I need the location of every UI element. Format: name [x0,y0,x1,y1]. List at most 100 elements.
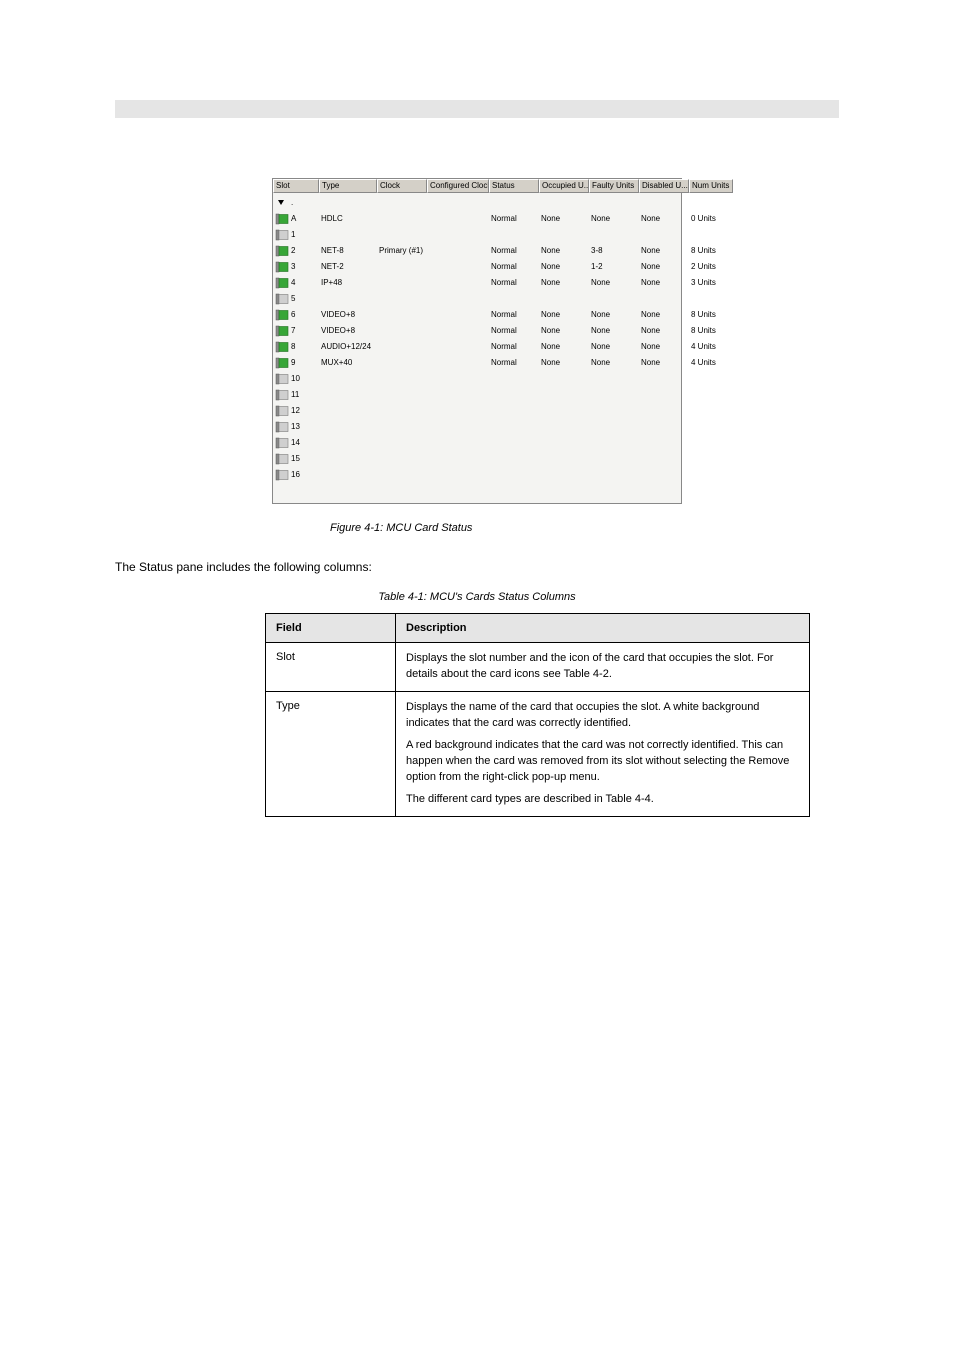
slot-number: 15 [291,451,300,467]
desc-paragraph: Displays the name of the card that occup… [406,700,799,732]
slot-cell: 15 [273,451,319,467]
table-row[interactable]: 7VIDEO+8NormalNoneNoneNone8 Units [273,323,681,339]
slot-number: 10 [291,371,300,387]
desc-row: SlotDisplays the slot number and the ico… [266,643,810,692]
slot-number: . [291,195,293,211]
figure-caption: Figure 4-1: MCU Card Status [115,522,839,534]
status-cell: Normal [489,355,539,371]
dis-cell: None [639,243,689,259]
column-header[interactable]: Type [319,179,377,193]
type-cell: VIDEO+8 [319,307,377,323]
slot-number: 7 [291,323,295,339]
card-active-icon [275,245,289,257]
card-active-icon [275,213,289,225]
desc-row: Type Displays the name of the card that o… [266,692,810,817]
column-header[interactable]: Configured Clock [427,179,489,193]
table-row[interactable]: . [273,195,681,211]
num-units-cell: 3 Units [689,275,733,291]
desc-paragraph: A red background indicates that the card… [406,738,799,786]
type-cell: MUX+40 [319,355,377,371]
slot-cell: 6 [273,307,319,323]
table-row[interactable]: 11 [273,387,681,403]
slot-cell: 13 [273,419,319,435]
status-cell: Normal [489,243,539,259]
slot-cell: 12 [273,403,319,419]
table-row[interactable]: 16 [273,467,681,483]
occ-cell: None [539,323,589,339]
column-header[interactable]: Faulty Units [589,179,639,193]
slot-cell: 1 [273,227,319,243]
slot-cell: 11 [273,387,319,403]
status-cell: Normal [489,323,539,339]
dis-cell: None [639,275,689,291]
table-row[interactable]: 14 [273,435,681,451]
slot-cell: 9 [273,355,319,371]
slot-number: 4 [291,275,295,291]
table-row[interactable]: 13 [273,419,681,435]
dis-cell: None [639,307,689,323]
table-row[interactable]: 10 [273,371,681,387]
table-row[interactable]: 1 [273,227,681,243]
table-row[interactable]: 15 [273,451,681,467]
column-header[interactable]: Status [489,179,539,193]
slot-number: 5 [291,291,295,307]
status-cell: Normal [489,275,539,291]
table-row[interactable]: 3NET-2NormalNone1-2None2 Units [273,259,681,275]
table-row[interactable]: 5 [273,291,681,307]
slot-number: A [291,211,296,227]
card-active-icon [275,357,289,369]
occ-cell: None [539,339,589,355]
column-header[interactable]: Disabled U... [639,179,689,193]
dis-cell: None [639,259,689,275]
status-cell: Normal [489,211,539,227]
field-name-cell: Type [266,692,396,817]
table-row[interactable]: 6VIDEO+8NormalNoneNoneNone8 Units [273,307,681,323]
column-header[interactable]: Occupied U... [539,179,589,193]
slot-number: 2 [291,243,295,259]
slot-cell: 7 [273,323,319,339]
figure-block: SlotTypeClockConfigured ClockStatusOccup… [272,178,682,504]
faulty-cell: 3-8 [589,243,639,259]
card-empty-icon [275,469,289,481]
field-desc-cell: Displays the slot number and the icon of… [396,643,810,692]
slot-cell: A [273,211,319,227]
col-head-description: Description [396,614,810,643]
card-active-icon [275,277,289,289]
field-name-cell: Slot [266,643,396,692]
description-table: Field Description SlotDisplays the slot … [265,613,810,817]
column-header[interactable]: Slot [273,179,319,193]
field-desc-cell: Displays the name of the card that occup… [396,692,810,817]
type-cell: HDLC [319,211,377,227]
slot-cell: . [273,195,319,211]
slot-number: 12 [291,403,300,419]
slot-number: 1 [291,227,295,243]
faulty-cell: None [589,307,639,323]
header-bar [115,100,839,118]
table-row[interactable]: 2NET-8Primary (#1)NormalNone3-8None8 Uni… [273,243,681,259]
num-units-cell: 8 Units [689,323,733,339]
faulty-cell: None [589,355,639,371]
slot-cell: 4 [273,275,319,291]
intro-paragraph: The Status pane includes the following c… [115,558,839,577]
dis-cell: None [639,211,689,227]
column-header[interactable]: Num Units [689,179,733,193]
column-header[interactable]: Clock [377,179,427,193]
occ-cell: None [539,275,589,291]
slot-cell: 8 [273,339,319,355]
card-empty-icon [275,389,289,401]
table-row[interactable]: AHDLCNormalNoneNoneNone0 Units [273,211,681,227]
table-header-row: SlotTypeClockConfigured ClockStatusOccup… [273,179,681,193]
num-units-cell: 4 Units [689,355,733,371]
type-cell: NET-2 [319,259,377,275]
slot-number: 9 [291,355,295,371]
table-row[interactable]: 9MUX+40NormalNoneNoneNone4 Units [273,355,681,371]
table-row[interactable]: 8AUDIO+12/24NormalNoneNoneNone4 Units [273,339,681,355]
table-title: Table 4-1: MCU's Cards Status Columns [115,591,839,603]
dis-cell: None [639,323,689,339]
table-row[interactable]: 4IP+48NormalNoneNoneNone3 Units [273,275,681,291]
table-row[interactable]: 12 [273,403,681,419]
card-status-table: SlotTypeClockConfigured ClockStatusOccup… [272,178,682,504]
slot-cell: 10 [273,371,319,387]
num-units-cell: 4 Units [689,339,733,355]
dis-cell: None [639,355,689,371]
